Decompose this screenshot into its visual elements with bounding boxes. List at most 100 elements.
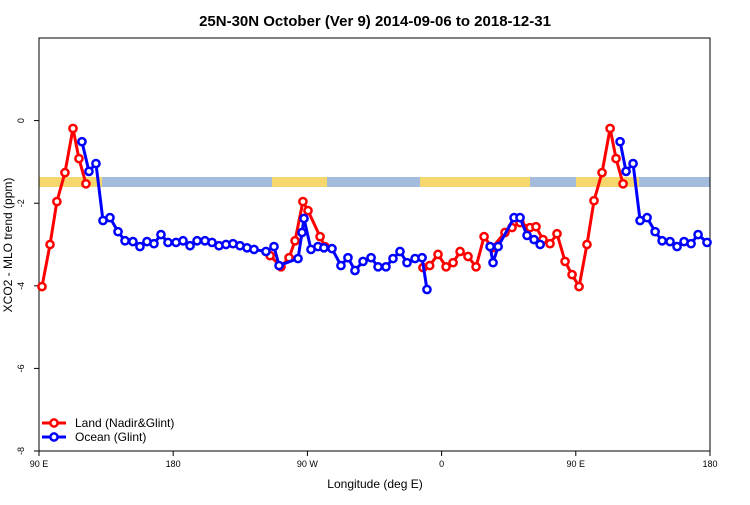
point [582,239,592,250]
point [433,249,443,260]
point [672,241,682,252]
point [178,235,188,246]
strip-ocean [39,177,710,187]
point [156,229,166,240]
point [455,246,465,257]
point [45,239,55,250]
point [693,229,703,240]
point [567,269,577,280]
point [650,226,660,237]
point [261,246,271,257]
point [589,195,599,206]
point [479,231,489,242]
point [395,246,405,257]
point [463,251,473,262]
point [529,234,539,245]
x-tick-label: 90 E [30,459,49,469]
point [81,178,91,189]
point [621,166,631,177]
point [522,230,532,241]
point [402,257,412,268]
legend-marker [49,432,59,442]
point [531,221,541,232]
point [269,241,279,252]
point [315,231,325,242]
x-axis-label: Longitude (deg E) [327,477,422,491]
point [350,265,360,276]
chart-title: 25N-30N October (Ver 9) 2014-09-06 to 20… [199,13,551,30]
point [560,256,570,267]
point [74,153,84,164]
y-tick-label: -2 [16,199,26,207]
point [274,260,284,271]
point [615,136,625,147]
strip-land [576,177,639,187]
point [128,236,138,247]
point [68,123,78,134]
point [60,167,70,178]
point [303,205,313,216]
point [448,257,458,268]
x-tick-label: 0 [439,459,444,469]
point [77,136,87,147]
point [597,167,607,178]
point [381,261,391,272]
y-tick-label: 0 [16,118,26,123]
point [113,226,123,237]
point [84,166,94,177]
point [249,244,259,255]
series-line [40,128,625,291]
point [105,212,115,223]
point [290,235,300,246]
legend-marker [49,418,59,428]
point [642,212,652,223]
y-tick-label: -6 [16,364,26,372]
point [120,235,130,246]
point [552,228,562,239]
point [37,281,47,292]
point [441,261,451,272]
point [299,213,309,224]
strip-land [420,177,530,187]
point [373,261,383,272]
point [488,257,498,268]
point [319,242,329,253]
legend-label: Ocean (Glint) [75,430,146,444]
point [149,238,159,249]
point [388,253,398,264]
legend-label: Land (Nadir&Glint) [75,416,174,430]
point [327,243,337,254]
point [358,256,368,267]
point [297,227,307,238]
point [91,158,101,169]
point [628,158,638,169]
point [52,196,62,207]
point [485,241,495,252]
point [657,235,667,246]
x-tick-label: 180 [166,459,181,469]
point [192,235,202,246]
y-axis-label: XCO2 - MLO trend (ppm) [1,178,15,313]
point [422,284,432,295]
point [343,252,353,263]
point [545,238,555,249]
point [135,241,145,252]
point [417,252,427,263]
point [424,260,435,271]
point [298,196,308,207]
map-strip [39,177,710,187]
point [293,253,303,264]
point [618,178,628,189]
point [686,238,696,249]
point [471,261,481,272]
point [574,281,584,292]
point [605,123,615,134]
y-tick-label: -8 [16,447,26,455]
point [535,239,546,250]
point [611,153,621,164]
point [493,241,503,252]
x-tick-label: 90 W [297,459,319,469]
point [185,240,195,251]
